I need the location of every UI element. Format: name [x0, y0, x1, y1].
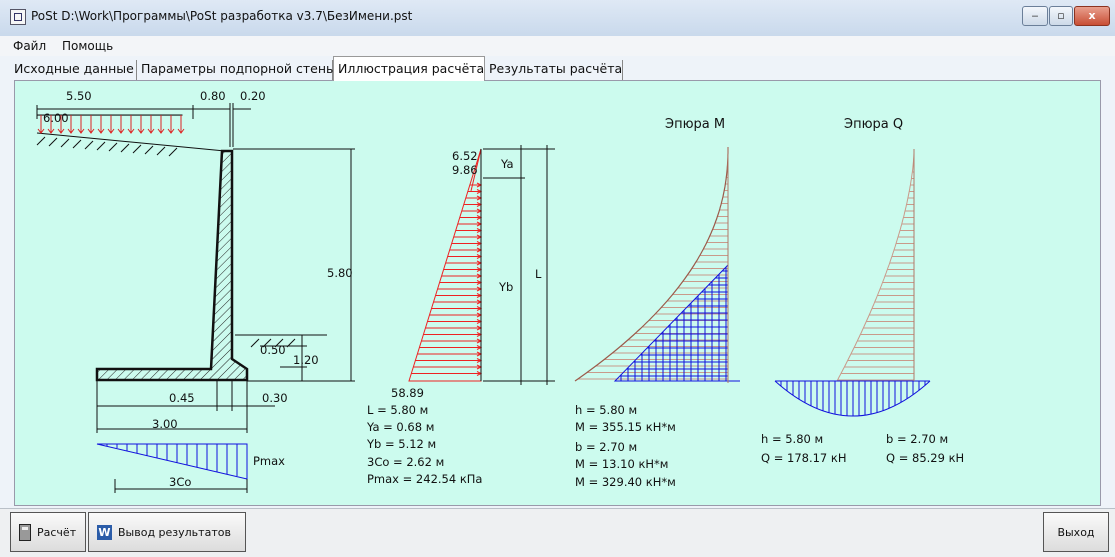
svg-text:b = 2.70 м: b = 2.70 м: [575, 440, 637, 454]
ya-label: Ya: [500, 157, 514, 171]
shear-diagram: [775, 149, 930, 416]
exit-button[interactable]: Выход: [1043, 512, 1109, 552]
svg-text:M = 329.40 кН*м: M = 329.40 кН*м: [575, 475, 676, 489]
calculate-button[interactable]: Расчёт: [10, 512, 86, 552]
svg-text:b = 2.70 м: b = 2.70 м: [886, 432, 948, 446]
minimize-button[interactable]: ‒: [1022, 6, 1048, 26]
close-button[interactable]: x: [1074, 6, 1110, 26]
svg-text:h = 5.80 м: h = 5.80 м: [575, 403, 637, 417]
moment-diagram: [575, 147, 740, 383]
yb-label: Yb: [498, 280, 513, 294]
pressure-top2: 9.86: [452, 163, 478, 177]
svg-text:Q = 85.29 кН: Q = 85.29 кН: [886, 451, 964, 465]
word-icon: W: [97, 525, 112, 540]
tab-calculation-results[interactable]: Результаты расчёта: [485, 60, 623, 80]
svg-text:M = 355.15 кН*м: M = 355.15 кН*м: [575, 420, 676, 434]
calculator-icon: [19, 524, 31, 541]
svg-text:L = 5.80 м: L = 5.80 м: [367, 403, 428, 417]
svg-text:Yb = 5.12 м: Yb = 5.12 м: [366, 437, 436, 451]
dim-120: 1.20: [293, 353, 319, 367]
exit-label: Выход: [1057, 526, 1094, 539]
illustration-panel: 5.50 0.80 0.20 6.00 5.80 0.50 1.20 0.45 …: [14, 80, 1101, 506]
moment-results: h = 5.80 м M = 355.15 кН*м b = 2.70 м M …: [575, 403, 676, 489]
bottom-toolbar: Расчёт W Вывод результатов Выход: [0, 508, 1115, 557]
tab-source-data[interactable]: Исходные данные: [10, 60, 137, 80]
export-results-label: Вывод результатов: [118, 526, 231, 539]
tab-wall-parameters[interactable]: Параметры подпорной стены: [137, 60, 333, 80]
dim-top-mid: 0.80: [200, 89, 226, 103]
app-icon: [10, 9, 26, 25]
title-bar: PoSt D:\Work\Программы\PoSt разработка v…: [0, 0, 1115, 37]
shear-results: h = 5.80 м Q = 178.17 кН b = 2.70 м Q = …: [761, 432, 964, 465]
wall-height-label: 5.80: [327, 266, 353, 280]
dim-030: 0.30: [262, 391, 288, 405]
dim-050: 0.50: [260, 343, 286, 357]
illustration-canvas: 5.50 0.80 0.20 6.00 5.80 0.50 1.20 0.45 …: [15, 81, 1102, 507]
wall-scheme: [37, 103, 355, 493]
svg-text:Ya = 0.68 м: Ya = 0.68 м: [366, 420, 434, 434]
svg-text:Pmax = 242.54 кПа: Pmax = 242.54 кПа: [367, 472, 482, 486]
maximize-button[interactable]: ▫: [1049, 6, 1073, 26]
svg-text:M = 13.10 кН*м: M = 13.10 кН*м: [575, 457, 668, 471]
tab-calculation-illustration[interactable]: Иллюстрация расчёта: [333, 56, 485, 81]
calculate-label: Расчёт: [37, 526, 76, 539]
dim-top-left: 5.50: [66, 89, 92, 103]
svg-text:h = 5.80 м: h = 5.80 м: [761, 432, 823, 446]
menu-help[interactable]: Помощь: [62, 39, 113, 53]
pressure-results: L = 5.80 м Ya = 0.68 м Yb = 5.12 м 3Co =…: [366, 403, 482, 486]
svg-text:Q = 178.17 кН: Q = 178.17 кН: [761, 451, 847, 465]
dim-045: 0.45: [169, 391, 195, 405]
export-results-button[interactable]: W Вывод результатов: [88, 512, 246, 552]
menu-file[interactable]: Файл: [13, 39, 46, 53]
pmax-label: Pmax: [253, 454, 285, 468]
window-title: PoSt D:\Work\Программы\PoSt разработка v…: [31, 9, 412, 23]
l-label: L: [535, 267, 542, 281]
menu-bar: Файл Помощь: [0, 36, 1115, 56]
dim-top-right: 0.20: [240, 89, 266, 103]
pressure-diagram: [409, 145, 555, 385]
pressure-bottom: 58.89: [391, 386, 424, 400]
zco-label: 3Co: [169, 475, 191, 489]
svg-text:3Co = 2.62 м: 3Co = 2.62 м: [367, 455, 444, 469]
shear-title: Эпюра Q: [844, 117, 903, 132]
base-width: 3.00: [152, 417, 178, 431]
moment-title: Эпюра M: [665, 117, 725, 132]
pressure-top1: 6.52: [452, 149, 478, 163]
load-value: 6.00: [43, 111, 69, 125]
